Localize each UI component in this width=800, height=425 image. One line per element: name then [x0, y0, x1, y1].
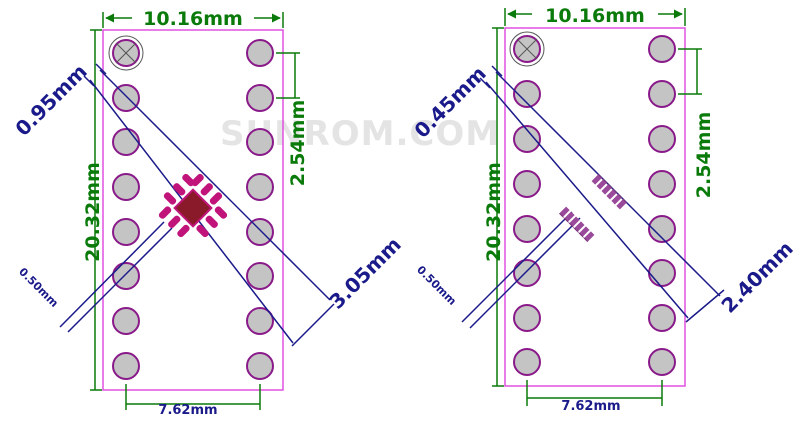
- right-pad: [648, 170, 676, 198]
- right-width-dimension: 10.16mm: [504, 5, 686, 27]
- left-chip-footprint: [158, 173, 228, 238]
- left-chip-size-label: 3.05mm: [324, 232, 405, 313]
- right-pad: [648, 304, 676, 332]
- left-height-label: 20.32mm: [82, 162, 104, 262]
- right-pitch-dimension: 2.54mm: [678, 48, 715, 198]
- right-chip-size-label: 2.40mm: [716, 236, 797, 317]
- right-pad: [246, 352, 274, 380]
- right-pad: [648, 35, 676, 63]
- right-pad: [246, 262, 274, 290]
- right-pad: [648, 125, 676, 153]
- left-pad: [112, 173, 140, 201]
- right-width-label: 10.16mm: [545, 5, 645, 27]
- left-pitch-label: 2.54mm: [287, 100, 309, 186]
- left-pad-column-1: [108, 35, 144, 380]
- left-pad: [513, 348, 541, 376]
- left-row-span-label: 7.62mm: [158, 403, 217, 418]
- left-pitch-dimension: 2.54mm: [276, 52, 309, 186]
- right-pad: [648, 348, 676, 376]
- right-pad-width-label: 0.50mm: [414, 263, 459, 308]
- left-pad: [112, 218, 140, 246]
- right-board-outline: [504, 27, 686, 387]
- left-pad: [513, 215, 541, 243]
- pin-1-marker-ring: [509, 31, 545, 67]
- left-pad: [112, 128, 140, 156]
- left-pad: [513, 304, 541, 332]
- right-height-label: 20.32mm: [483, 162, 505, 262]
- left-pad: [112, 307, 140, 335]
- pin-1-marker-ring: [108, 35, 144, 71]
- left-height-dimension: 20.32mm: [82, 29, 104, 391]
- right-pitch-label: 2.54mm: [693, 112, 715, 198]
- left-pad-width-label: 0.50mm: [16, 265, 61, 310]
- left-board-outline: [102, 29, 284, 391]
- right-board: 10.16mm 20.32mm 2.54mm 7.62mm: [409, 5, 797, 414]
- left-pad: [112, 84, 140, 112]
- right-pad-column-2: [648, 35, 676, 376]
- right-pad: [246, 84, 274, 112]
- left-pad: [513, 170, 541, 198]
- left-chip-center-pad: [173, 188, 213, 228]
- right-pad: [246, 307, 274, 335]
- left-pad: [513, 80, 541, 108]
- left-width-label: 10.16mm: [143, 8, 243, 30]
- right-pad-column-1: [509, 31, 545, 376]
- right-chip-footprint: [559, 174, 627, 242]
- right-pad: [648, 215, 676, 243]
- right-pad: [246, 218, 274, 246]
- left-pad-column-2: [246, 39, 274, 380]
- right-pad: [648, 259, 676, 287]
- right-pad: [246, 173, 274, 201]
- left-width-dimension: 10.16mm: [102, 8, 284, 30]
- left-pad: [112, 262, 140, 290]
- right-pad: [246, 128, 274, 156]
- right-pad: [648, 80, 676, 108]
- left-pad: [513, 259, 541, 287]
- right-pad: [246, 39, 274, 67]
- left-pad: [112, 352, 140, 380]
- left-pad: [513, 125, 541, 153]
- left-row-span-dimension: 7.62mm: [125, 384, 261, 418]
- left-board: 10.16mm 20.32mm 2.54mm 7.62mm: [10, 8, 405, 418]
- right-height-dimension: 20.32mm: [483, 27, 505, 387]
- right-row-span-dimension: 7.62mm: [526, 380, 663, 414]
- left-chip-pitch-label: 0.95mm: [10, 59, 91, 140]
- right-row-span-label: 7.62mm: [561, 399, 620, 414]
